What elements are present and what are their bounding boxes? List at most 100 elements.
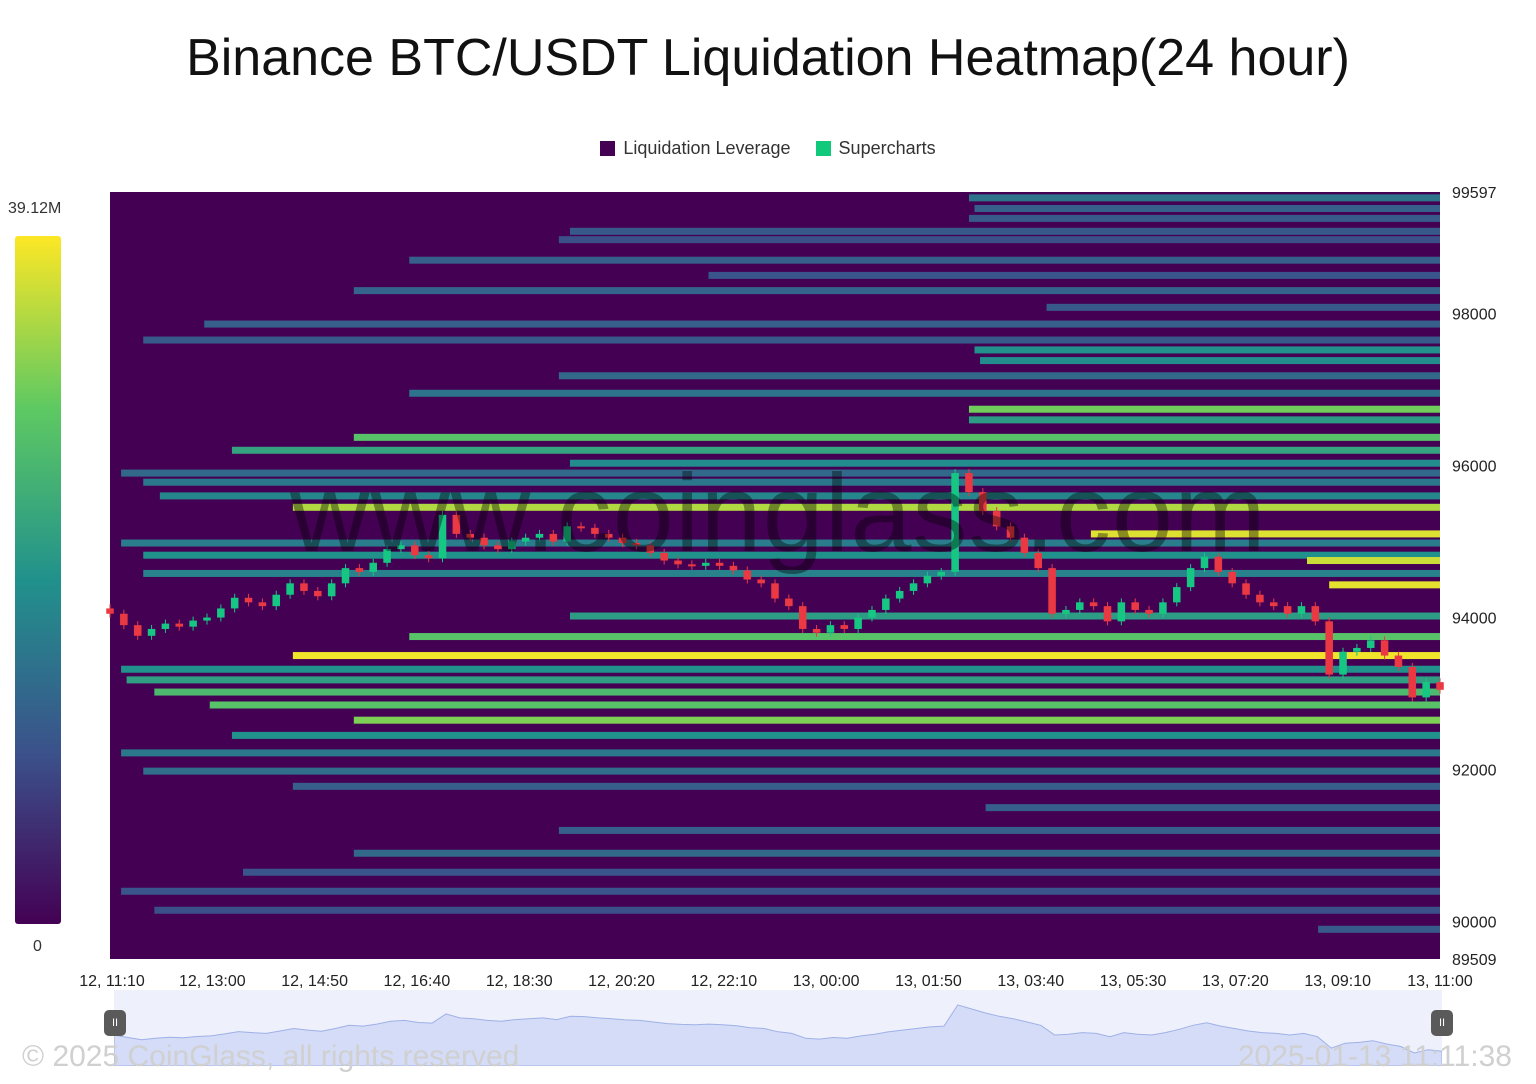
candle-body [494,545,502,550]
candle-body [632,543,641,546]
y-tick-label: 96000 [1452,458,1497,475]
candle-body [1173,587,1181,603]
candle-body [1076,602,1084,610]
candle-body [230,597,239,609]
liquidation-band [968,405,1440,413]
candle-body [688,564,696,567]
candle-body [1062,609,1070,614]
candle-body [1228,571,1236,584]
candle-body [965,473,973,493]
candle-body [951,473,959,572]
y-tick-label: 98000 [1452,306,1497,323]
heatmap-chart[interactable]: 99597 98000 96000 94000 92000 90000 89509 12, … [0,0,1536,990]
liquidation-band [974,204,1440,212]
candle-body [1408,666,1417,698]
candle-body [397,545,405,550]
candle-body [1159,602,1167,614]
candle-body [854,617,862,629]
candle-body [618,537,627,544]
candle-body [715,562,724,566]
navigator-start-handle[interactable]: II [104,1010,126,1036]
x-tick-label: 13, 07:20 [1202,973,1269,990]
candle-body [133,625,142,636]
candle-body [798,606,807,629]
liquidation-band [985,804,1440,812]
liquidation-band [121,665,1440,673]
x-tick-label: 13, 01:50 [895,973,962,990]
liquidation-bands [121,194,1441,933]
candle-body [383,549,391,563]
candle-body [591,527,599,534]
legend-item-supercharts[interactable]: Supercharts [815,138,936,159]
candle-body [785,598,793,607]
liquidation-band [1318,925,1440,933]
navigator-end-handle[interactable]: II [1431,1010,1453,1036]
candle-body [286,583,294,595]
candle-body [106,608,114,614]
candle-body [535,533,544,538]
candle-body [203,617,211,621]
candle-body [701,562,710,566]
liquidation-band [1329,581,1440,589]
candle-body [674,560,682,565]
candle-body [175,623,184,627]
candle-body [1131,602,1139,610]
liquidation-band [143,478,1440,486]
candle-body [1297,606,1306,614]
time-navigator[interactable] [113,990,1443,1067]
y-tick-label: 89509 [1452,952,1497,969]
candle-body [452,514,461,534]
liquidation-band [121,749,1440,757]
candle-body [1242,583,1250,595]
candle-body [937,571,946,576]
candle-body [480,537,488,546]
candle-body [1283,606,1292,614]
timestamp-text: 2025-01-13 11:11:38 [1237,1040,1512,1073]
liquidation-band [143,551,1440,559]
navigator-area [113,1004,1443,1067]
y-axis: 99597 98000 96000 94000 92000 90000 89509 [1452,185,1497,969]
candle-body [272,594,281,607]
candle-body [1269,602,1278,607]
candle-body [1117,602,1126,622]
x-tick-label: 13, 11:00 [1407,973,1473,990]
candle-body [1020,537,1029,553]
candle-body [1394,655,1403,667]
liquidation-band [409,633,1440,641]
candle-body [258,602,267,607]
candle-body [438,514,447,559]
candle-body [521,537,530,542]
liquidation-band [292,782,1440,790]
liquidation-band [209,701,1440,709]
candle-body [743,570,752,580]
x-tick-label: 12, 22:10 [690,973,757,990]
candle-body [1200,556,1209,569]
candle-body [1089,602,1098,607]
navigator-sparkline [113,1004,1443,1067]
x-tick-label: 13, 09:10 [1304,973,1371,990]
candle-body [508,541,516,550]
candle-body [369,562,377,572]
candle-body [1366,640,1375,648]
candle-body [300,583,308,591]
candle-body [1048,568,1056,614]
candle-body [355,568,364,572]
liquidation-band [980,357,1440,365]
candle-body [1311,606,1320,622]
liquidation-band [231,446,1441,454]
liquidation-band [1090,530,1440,538]
liquidation-band [154,688,1440,696]
candle-body [840,625,849,629]
legend-item-liquidation-leverage[interactable]: Liquidation Leverage [600,138,791,159]
legend: Liquidation Leverage Supercharts [0,138,1536,159]
liquidation-band [353,433,1440,441]
liquidation-band [231,731,1441,739]
liquidation-band [409,389,1440,397]
liquidation-band [353,287,1440,295]
candle-body [1325,621,1333,675]
liquidation-band [143,336,1440,344]
candle-body [1353,647,1361,652]
candle-body [577,526,585,529]
candle-body [189,620,197,627]
candle-body [1422,682,1430,698]
